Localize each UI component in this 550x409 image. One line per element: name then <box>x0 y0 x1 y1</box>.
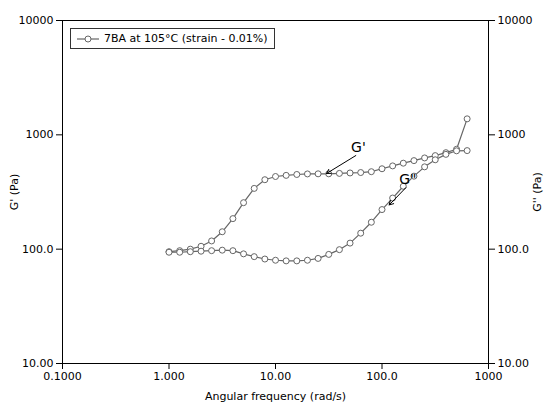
svg-text:Angular frequency (rad/s): Angular frequency (rad/s) <box>205 390 346 403</box>
svg-text:1000: 1000 <box>498 128 526 141</box>
svg-text:10000: 10000 <box>19 14 54 27</box>
svg-text:10000: 10000 <box>498 14 533 27</box>
svg-text:10.00: 10.00 <box>22 357 54 370</box>
svg-text:G': G' <box>351 139 366 155</box>
svg-text:100.0: 100.0 <box>498 243 530 256</box>
svg-text:10.00: 10.00 <box>260 370 292 383</box>
svg-text:10.00: 10.00 <box>498 357 530 370</box>
svg-text:1.000: 1.000 <box>153 370 185 383</box>
svg-text:0.1000: 0.1000 <box>43 370 82 383</box>
svg-text:G'' (Pa): G'' (Pa) <box>531 172 544 212</box>
svg-text:1000: 1000 <box>26 128 54 141</box>
svg-text:100.0: 100.0 <box>366 370 398 383</box>
html-text:7BA at 105°C (strain - 0.01%): 7BA at 105°C (strain - 0.01%) <box>104 32 268 45</box>
svg-text:100.0: 100.0 <box>22 243 54 256</box>
svg-text:G": G" <box>399 171 416 187</box>
svg-text:1000: 1000 <box>475 370 503 383</box>
svg-text:G' (Pa): G' (Pa) <box>8 174 21 211</box>
